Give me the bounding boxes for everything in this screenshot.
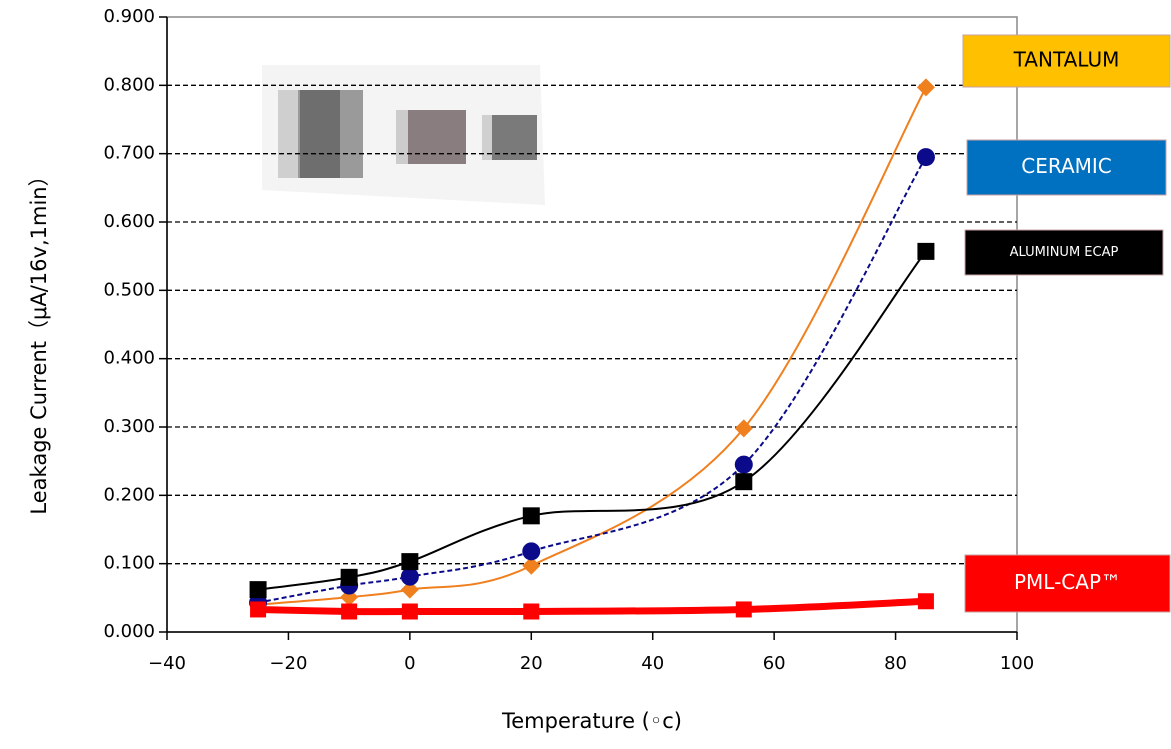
- marker: [734, 419, 753, 438]
- y-tick-label: 0.500: [103, 279, 155, 300]
- marker: [734, 455, 753, 474]
- legend-label: PML-CAP™: [1014, 570, 1121, 594]
- x-axis-label: Temperature (◦c): [501, 709, 682, 733]
- y-tick-label: 0.200: [103, 484, 155, 505]
- x-tick-label: 20: [520, 653, 543, 674]
- y-axis-label: Leakage Current（μA/16v,1min）: [27, 165, 51, 514]
- marker: [916, 78, 935, 97]
- legend-box: [966, 139, 1167, 196]
- marker: [917, 242, 935, 260]
- marker: [341, 603, 358, 620]
- y-tick-label: 0.800: [103, 74, 155, 95]
- marker: [249, 581, 267, 599]
- marker: [522, 556, 541, 575]
- y-tick-label: 0.300: [103, 416, 155, 437]
- marker: [522, 542, 541, 561]
- marker: [735, 601, 752, 618]
- y-tick-label: 0.700: [103, 143, 155, 164]
- marker: [523, 603, 540, 620]
- marker: [400, 580, 419, 599]
- capacitor-photo: [262, 65, 545, 205]
- x-tick-label: 40: [641, 653, 664, 674]
- legend-label: TANTALUM: [1013, 48, 1120, 72]
- marker: [916, 148, 935, 167]
- marker: [522, 507, 540, 525]
- marker: [401, 603, 418, 620]
- legend-box: [962, 34, 1171, 88]
- y-tick-label: 0.100: [103, 553, 155, 574]
- marker: [340, 568, 358, 586]
- marker: [401, 553, 419, 571]
- marker: [735, 473, 753, 491]
- x-tick-label: 0: [404, 653, 415, 674]
- x-tick-label: 80: [884, 653, 907, 674]
- x-tick-label: 100: [1000, 653, 1034, 674]
- series-line: [257, 597, 927, 616]
- y-tick-label: 0.600: [103, 211, 155, 232]
- y-tick-label: 0.900: [103, 6, 155, 27]
- legend-box: [964, 229, 1164, 276]
- series-line: [257, 156, 927, 604]
- marker: [917, 593, 934, 610]
- x-tick-label: −40: [148, 653, 186, 674]
- legend-label: CERAMIC: [1021, 154, 1112, 178]
- y-tick-label: 0.400: [103, 348, 155, 369]
- y-tick-label: 0.000: [103, 621, 155, 642]
- x-tick-label: −20: [269, 653, 307, 674]
- marker: [400, 567, 419, 586]
- x-tick-label: 60: [763, 653, 786, 674]
- legend-label: ALUMINUM ECAP: [1010, 245, 1119, 260]
- marker: [250, 601, 267, 618]
- legend-box: [964, 554, 1171, 613]
